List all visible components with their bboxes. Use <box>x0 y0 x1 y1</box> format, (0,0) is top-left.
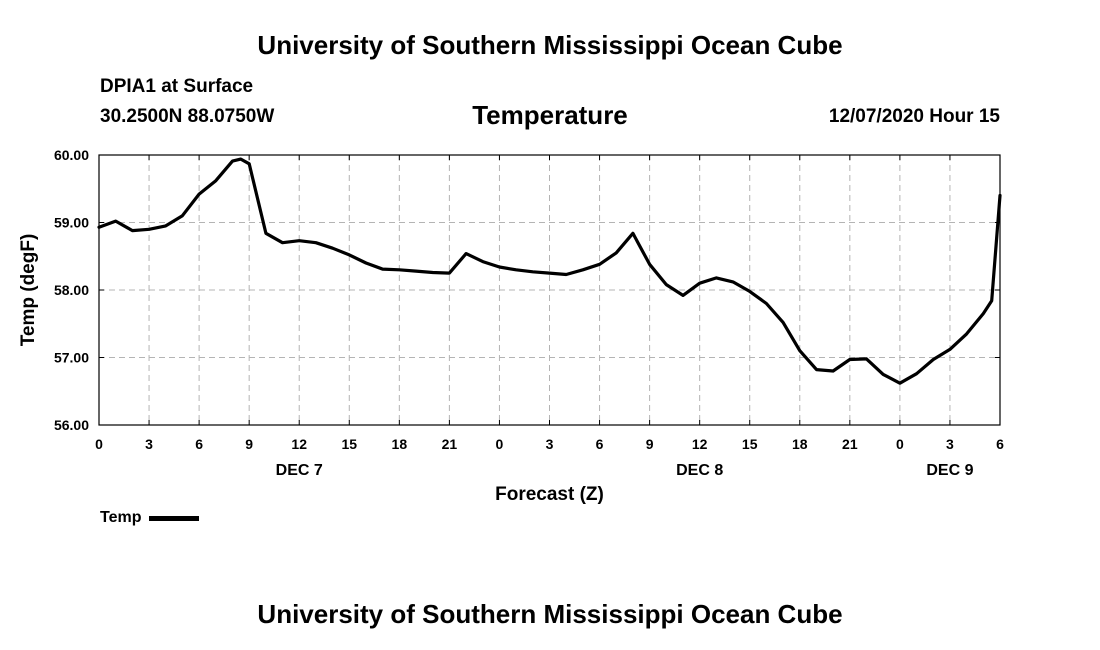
x-tick-label: 21 <box>442 436 458 452</box>
grid <box>99 155 1000 425</box>
x-tick-label: 0 <box>896 436 904 452</box>
x-tick-label: 18 <box>792 436 808 452</box>
legend: Temp <box>100 509 200 527</box>
legend-label: Temp <box>100 509 142 526</box>
day-label: DEC 8 <box>676 462 723 479</box>
y-tick-label: 57.00 <box>54 350 89 366</box>
footer-title: University of Southern Mississippi Ocean… <box>257 599 843 629</box>
x-tick-label: 12 <box>692 436 708 452</box>
x-tick-label: 9 <box>646 436 654 452</box>
x-tick-label: 21 <box>842 436 858 452</box>
day-label: DEC 9 <box>926 462 973 479</box>
y-tick-label: 56.00 <box>54 417 89 433</box>
x-tick-label: 18 <box>392 436 408 452</box>
plot-frame <box>98 154 1001 426</box>
x-tick-label: 3 <box>946 436 954 452</box>
legend-swatch <box>149 515 200 521</box>
x-tick-label: 6 <box>596 436 604 452</box>
y-axis-title: Temp (degF) <box>18 234 39 347</box>
series-layer <box>97 157 1002 385</box>
x-tick-label: 6 <box>195 436 203 452</box>
x-tick-label: 3 <box>546 436 554 452</box>
x-tick-label: 9 <box>245 436 253 452</box>
page-title: University of Southern Mississippi Ocean… <box>257 30 843 60</box>
chart-title: Temperature <box>472 100 628 130</box>
x-tick-label: 15 <box>742 436 758 452</box>
y-tick-label: 60.00 <box>54 147 89 163</box>
x-tick-label: 3 <box>145 436 153 452</box>
station-label: DPIA1 at Surface <box>100 76 254 97</box>
x-tick-label: 12 <box>291 436 307 452</box>
labels: 0 3 6 9 12 15 18 21 0 3 6 9 12 15 18 21 0 3 6 56.00 57.00 58.… <box>18 147 1004 505</box>
x-tick-label: 0 <box>95 436 103 452</box>
x-tick-label: 0 <box>496 436 504 452</box>
y-tick-label: 59.00 <box>54 215 89 231</box>
datetime-label: 12/07/2020 Hour 15 <box>828 106 1000 127</box>
coordinates-label: 30.2500N 88.0750W <box>100 106 275 127</box>
x-axis-title: Forecast (Z) <box>495 484 604 505</box>
axes <box>98 154 1001 426</box>
series-line-temp <box>97 157 1002 385</box>
x-tick-label: 6 <box>996 436 1004 452</box>
y-tick-label: 58.00 <box>54 282 89 298</box>
x-tick-label: 15 <box>341 436 357 452</box>
day-label: DEC 7 <box>276 462 323 479</box>
